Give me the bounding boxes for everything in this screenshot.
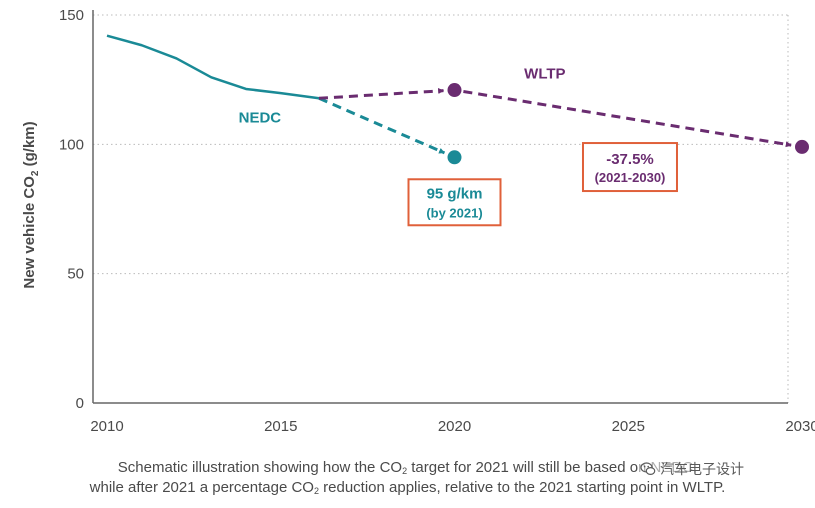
wltp-point: [795, 139, 809, 154]
y-tick-label: 100: [59, 136, 84, 153]
y-tick-label: 0: [76, 395, 84, 412]
annotations: NEDC WLTP 95 g/km (by 2021) -37.5% (2021-2030…: [239, 65, 678, 227]
x-tick-label: 2010: [90, 418, 123, 435]
caption-line-2: while after 2021 a percentage CO2 reduct…: [89, 479, 726, 496]
nedc-line: [106, 34, 320, 100]
y-tick-label: 50: [67, 266, 84, 283]
target-date: (by 2021): [426, 205, 482, 220]
wltp-dashed-segment: [318, 88, 445, 100]
x-tick-label: 2030: [785, 418, 815, 435]
reduction-value: -37.5%: [606, 151, 654, 168]
wltp-dashed-segment: [463, 89, 792, 148]
reduction-box: [581, 142, 678, 193]
axes: [92, 10, 788, 404]
x-tick-label: 2025: [612, 418, 645, 435]
nedc-dashed-segment: [318, 96, 446, 155]
y-axis-label: New vehicle CO2 (g/km): [21, 121, 41, 288]
reduction-period: (2021-2030): [595, 170, 666, 185]
series-lines: [106, 34, 792, 155]
wltp-point: [447, 83, 462, 98]
y-tick-label: 150: [59, 7, 84, 24]
watermark-text: 汽车电子设计: [660, 461, 744, 477]
x-tick-label: 2015: [264, 418, 297, 435]
watermark: 汽车电子设计: [638, 459, 746, 479]
wltp-label: WLTP: [524, 65, 565, 82]
gridlines: [93, 14, 789, 403]
nedc-label: NEDC: [239, 109, 282, 126]
data-points: [447, 83, 809, 165]
target-box: [407, 178, 502, 227]
co2-chart: 0 50 100 150 2010 2015 2020 2025 2030 NEDC WLTP 95…: [21, 7, 815, 435]
caption-line-1: Schematic illustration showing how the C…: [117, 459, 698, 476]
nedc-point: [447, 150, 462, 165]
tick-labels: 0 50 100 150 2010 2015 2020 2025 2030: [59, 7, 815, 435]
x-tick-label: 2020: [438, 418, 471, 435]
wechat-icon: [640, 462, 656, 476]
target-value: 95 g/km: [427, 185, 483, 202]
